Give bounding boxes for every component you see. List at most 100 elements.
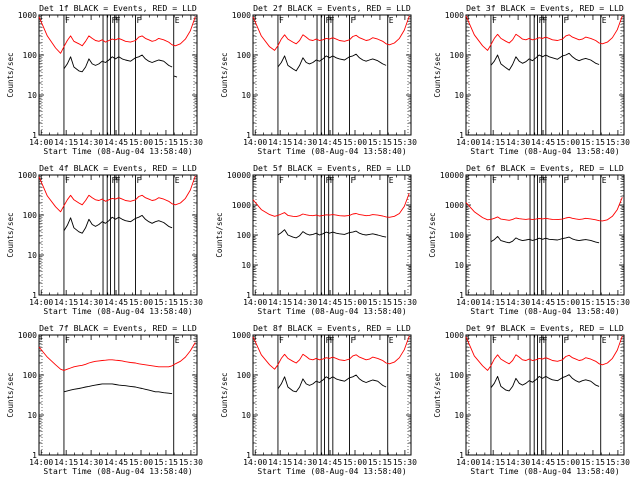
x-tick-label: 15:15 [581, 138, 605, 147]
series-line-events [63, 383, 173, 395]
event-vline-label: E [602, 16, 607, 25]
y-tick-label: 1 [459, 451, 464, 460]
x-tick-label: 15:00 [343, 458, 367, 467]
y-tick-label: 1 [246, 291, 251, 300]
chart-title: Det 4f BLACK = Events, RED = LLD [39, 163, 197, 173]
x-tick-label: 14:45 [531, 138, 555, 147]
series-line-events [277, 229, 387, 239]
x-tick-label: 14:00 [456, 298, 480, 307]
x-tick-label: 14:00 [29, 458, 53, 467]
y-tick-label: 1000 [445, 201, 464, 210]
x-tick-label: 14:45 [531, 298, 555, 307]
chart-title: Det 8f BLACK = Events, RED = LLD [253, 323, 411, 333]
plot-frame [465, 14, 625, 136]
x-tick-label: 15:15 [581, 458, 605, 467]
y-tick-label: 10 [241, 411, 251, 420]
x-tick-label: 14:15 [54, 138, 78, 147]
chart-panel-4: Det 4f BLACK = Events, RED = LLD 1 10 100 10… [6, 163, 203, 316]
x-tick-label: 14:30 [79, 298, 103, 307]
series-line-events [277, 374, 387, 393]
series-line-events [490, 374, 600, 392]
x-tick-label: 14:15 [481, 138, 505, 147]
y-tick-label: 10 [27, 251, 37, 260]
chart-title: Det 6f BLACK = Events, RED = LLD [466, 163, 624, 173]
chart-panel-3: Det 3f BLACK = Events, RED = LLD 1 10 100 10… [433, 3, 630, 156]
y-tick-label: 10 [454, 411, 464, 420]
y-axis-label: Counts/sec [220, 372, 229, 417]
event-vline-label: F [563, 176, 568, 185]
x-tick-label: 14:00 [456, 458, 480, 467]
y-tick-label: 100 [23, 211, 38, 220]
event-vline-label: E [175, 16, 180, 25]
x-tick-label: 15:00 [556, 138, 580, 147]
event-vline-label: F [326, 16, 331, 25]
y-tick-label: 1 [246, 131, 251, 140]
chart-panel-9: Det 9f BLACK = Events, RED = LLD 1 10 100 10… [433, 323, 630, 476]
plot-frame [38, 334, 198, 456]
event-vline-label: F [543, 336, 548, 345]
chart-panel-5: Det 5f BLACK = Events, RED = LLD 1 10 100 10… [215, 163, 417, 316]
series-line-events-edge2 [173, 75, 178, 78]
x-axis-label: Start Time (08-Aug-04 13:58:40) [43, 147, 192, 156]
x-tick-label: 14:30 [293, 298, 317, 307]
chart-panel-2: Det 2f BLACK = Events, RED = LLD 1 10 100 10… [220, 3, 417, 156]
x-tick-label: 14:00 [29, 298, 53, 307]
y-axis-label: Counts/sec [433, 52, 442, 97]
y-tick-label: 1000 [232, 11, 251, 20]
plot-frame [38, 174, 198, 296]
x-tick-label: 15:30 [606, 138, 630, 147]
event-vline-label: F [112, 176, 117, 185]
x-tick-label: 14:30 [506, 458, 530, 467]
y-tick-label: 10 [27, 91, 37, 100]
x-tick-label: 15:00 [343, 138, 367, 147]
x-tick-label: 14:15 [268, 138, 292, 147]
x-tick-label: 14:15 [268, 298, 292, 307]
x-tick-label: 15:30 [393, 298, 417, 307]
x-tick-label: 15:15 [154, 298, 178, 307]
event-vline-label: F [563, 16, 568, 25]
event-vline-label: F [65, 176, 70, 185]
plot-frame [252, 14, 412, 136]
event-vline-label: E [389, 176, 394, 185]
event-vline-label: F [136, 16, 141, 25]
event-vline-label: F [492, 16, 497, 25]
series-line-lld [252, 335, 410, 370]
x-axis-label: Start Time (08-Aug-04 13:58:40) [470, 307, 619, 316]
event-vline-label: F [543, 16, 548, 25]
chart-panel-1: Det 1f BLACK = Events, RED = LLD 1 10 100 10… [6, 3, 203, 156]
x-axis-label: Start Time (08-Aug-04 13:58:40) [470, 147, 619, 156]
x-tick-label: 15:00 [129, 138, 153, 147]
x-axis-label: Start Time (08-Aug-04 13:58:40) [43, 307, 192, 316]
x-tick-label: 14:00 [243, 138, 267, 147]
x-tick-label: 14:30 [79, 458, 103, 467]
event-vline-label: F [539, 16, 544, 25]
series-line-events [490, 52, 600, 71]
series-line-lld [38, 342, 196, 371]
y-tick-label: 1000 [445, 11, 464, 20]
event-vline-label: F [116, 16, 121, 25]
y-axis-label: Counts/sec [428, 212, 437, 257]
event-vline-label: F [330, 336, 335, 345]
event-vline-label: F [279, 176, 284, 185]
x-tick-label: 14:30 [293, 458, 317, 467]
y-tick-label: 1 [32, 291, 37, 300]
chart-title: Det 7f BLACK = Events, RED = LLD [39, 323, 197, 333]
event-vline-label: F [326, 336, 331, 345]
event-vline-label: F [350, 336, 355, 345]
event-vline-label: F [330, 16, 335, 25]
y-axis-label: Counts/sec [6, 372, 15, 417]
event-vline-label: E [602, 176, 607, 185]
event-vline-label: F [563, 336, 568, 345]
x-tick-label: 14:15 [54, 298, 78, 307]
event-vline-label: F [279, 16, 284, 25]
y-tick-label: 10 [454, 261, 464, 270]
x-axis-label: Start Time (08-Aug-04 13:58:40) [257, 147, 406, 156]
series-line-events [63, 214, 173, 234]
x-tick-label: 14:00 [29, 138, 53, 147]
y-tick-label: 10000 [440, 171, 464, 180]
series-line-lld [465, 197, 623, 222]
x-tick-label: 14:30 [79, 138, 103, 147]
x-tick-label: 15:30 [179, 458, 203, 467]
event-vline-label: F [326, 176, 331, 185]
x-tick-label: 14:15 [268, 458, 292, 467]
